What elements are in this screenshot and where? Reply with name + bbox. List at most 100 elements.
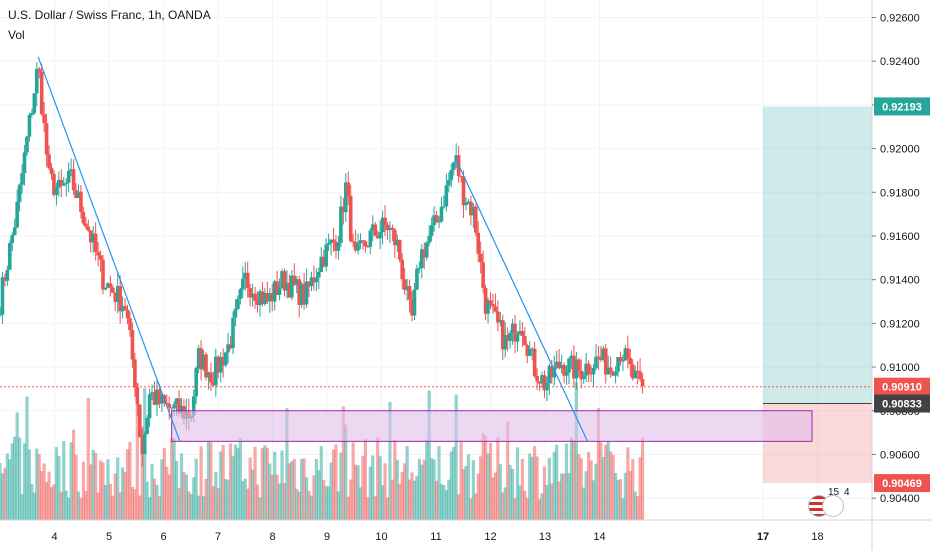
candle [505, 335, 510, 341]
candle [351, 241, 355, 243]
volume-bar [358, 487, 363, 520]
candle [196, 348, 201, 369]
volume-bar [479, 456, 483, 520]
volume-bar [54, 447, 59, 520]
volume-bar [368, 466, 372, 520]
candle [91, 233, 95, 243]
volume-bar [285, 408, 289, 520]
volume-bar [221, 444, 225, 520]
candle [599, 357, 603, 360]
volume-bar [582, 487, 586, 520]
candle [638, 371, 642, 379]
candle [307, 281, 311, 287]
candle [86, 226, 91, 231]
candle [518, 331, 522, 335]
volume-bar [398, 483, 402, 520]
volume-indicator-label[interactable]: Vol [8, 28, 25, 42]
volume-bar [251, 469, 255, 520]
candle [280, 271, 284, 289]
candle [341, 206, 346, 213]
volume-bar [81, 461, 85, 520]
volume-bar [339, 452, 343, 520]
volume-bar [79, 497, 83, 520]
volume-bar [572, 439, 576, 520]
price-tag-stop [874, 474, 930, 493]
event-flags-icon[interactable]: 15 4 [806, 487, 850, 517]
time-tick-label: 17 [757, 531, 769, 543]
candle [216, 356, 221, 373]
candle [22, 152, 27, 174]
volume-bar [589, 460, 593, 520]
candle [130, 330, 135, 360]
volume-bar [356, 465, 360, 520]
volume-bar [260, 447, 265, 520]
candle [635, 370, 640, 372]
volume-bar [42, 463, 46, 520]
candle [339, 206, 343, 243]
volume-bar [420, 464, 424, 520]
volume-bar [584, 471, 588, 520]
candle [491, 303, 495, 307]
volume-bar [319, 446, 323, 520]
volume-bar [71, 429, 76, 520]
volume-bar [567, 473, 571, 520]
volume-bar [442, 485, 446, 520]
volume-bar [469, 498, 473, 520]
volume-bar [192, 477, 196, 520]
volume-bar [47, 471, 51, 520]
volume-bar [273, 451, 277, 520]
candle [12, 227, 17, 236]
volume-bar [422, 459, 426, 520]
volume-bar [349, 479, 353, 520]
volume-bar [599, 442, 603, 520]
candle [434, 215, 439, 222]
volume-bar [454, 394, 458, 520]
volume-bar [444, 490, 448, 520]
chart-title: U.S. Dollar / Swiss Franc, 1h, OANDA [8, 8, 211, 22]
volume-bar [32, 492, 36, 520]
volume-bar [263, 445, 267, 520]
candle [621, 360, 625, 362]
volume-bar [172, 438, 176, 520]
candle [5, 269, 10, 281]
volume-bar [199, 446, 203, 520]
volume-bar [8, 459, 12, 520]
volume-bar [631, 459, 635, 520]
candle [137, 404, 142, 438]
support-zone [171, 410, 813, 442]
volume-bar [346, 496, 350, 520]
candle [520, 331, 525, 336]
candle [584, 363, 588, 376]
volume-bar [5, 453, 9, 520]
volume-bar [211, 486, 215, 520]
volume-bar [452, 447, 456, 520]
candle [601, 348, 606, 360]
volume-bar [62, 440, 66, 520]
candle [523, 335, 527, 346]
volume-bar [366, 497, 370, 520]
candle [226, 344, 230, 353]
volume-bar [94, 452, 98, 520]
candle [478, 253, 483, 263]
candle [263, 293, 267, 304]
candle [390, 227, 395, 230]
volume-bar [535, 456, 539, 520]
candle [211, 382, 216, 386]
candle [368, 230, 373, 247]
candle [299, 283, 304, 305]
candle [140, 437, 145, 454]
candle [356, 243, 360, 251]
candle [545, 383, 549, 391]
volume-bar [270, 474, 274, 520]
volume-bar [327, 486, 331, 520]
candle [324, 244, 328, 267]
candle [569, 355, 574, 359]
price-tick-label: 0.90600 [880, 449, 920, 461]
volume-bar [101, 462, 105, 520]
target-zone [763, 106, 872, 404]
candle [630, 364, 635, 379]
time-tick-label: 13 [539, 531, 551, 543]
candle [574, 359, 579, 379]
volume-bar [125, 449, 130, 520]
